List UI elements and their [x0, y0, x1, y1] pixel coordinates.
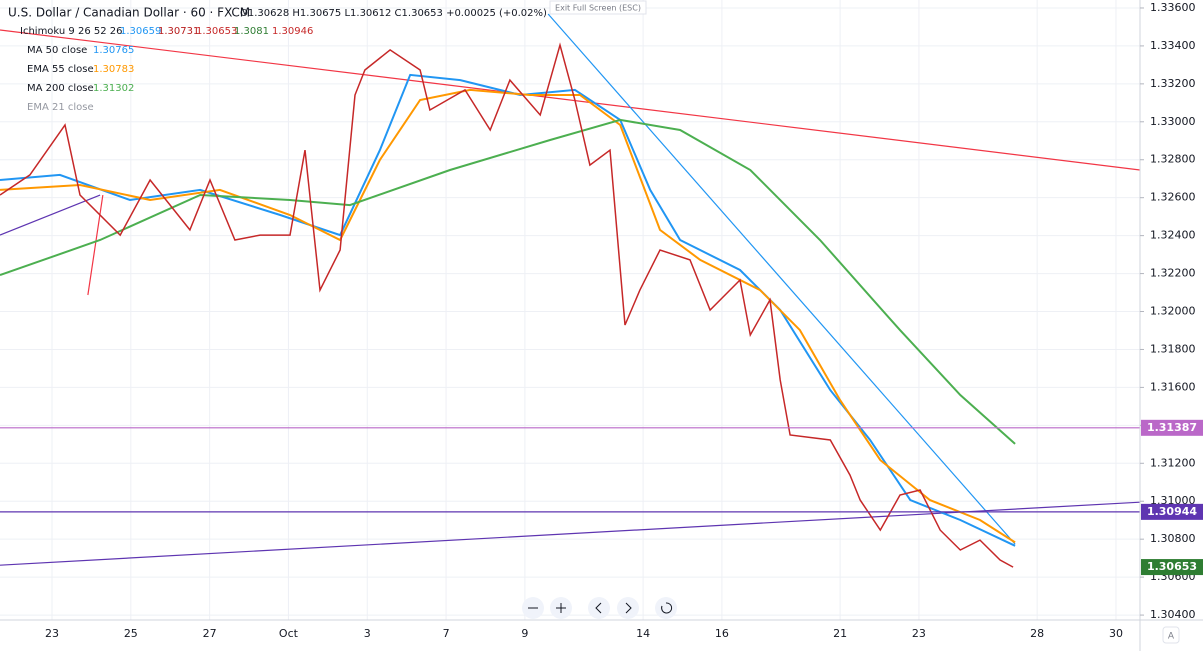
- legend-value: 1.30783: [93, 64, 134, 75]
- y-tick-label: 1.30800: [1150, 532, 1196, 545]
- nav-buttons: [522, 597, 677, 619]
- x-tick-label: 14: [636, 627, 650, 640]
- price-badge-label: 1.31387: [1147, 421, 1197, 434]
- y-tick-label: 1.33400: [1150, 39, 1196, 52]
- y-tick-label: 1.31200: [1150, 456, 1196, 469]
- legend-label: MA 200 close: [27, 83, 94, 94]
- x-tick-label: 30: [1109, 627, 1123, 640]
- x-tick-label: 7: [443, 627, 450, 640]
- drawing: [87, 194, 104, 296]
- x-tick-label: 9: [521, 627, 528, 640]
- x-tick-label: 25: [124, 627, 138, 640]
- icon: [556, 603, 566, 613]
- price-badge: [1141, 559, 1203, 576]
- y-tick-label: 1.33000: [1150, 115, 1196, 128]
- legend-value: 1.30659: [120, 26, 161, 37]
- x-tick-label: 3: [364, 627, 371, 640]
- price-badge-label: 1.30653: [1147, 560, 1197, 573]
- y-tick-label: 1.33200: [1150, 77, 1196, 90]
- x-tick-label: 23: [912, 627, 926, 640]
- ohlc: O1.30628 H1.30675 L1.30612 C1.30653 +0.0…: [240, 8, 547, 19]
- x-tick-label: 28: [1030, 627, 1044, 640]
- x-tick-label: 16: [715, 627, 729, 640]
- legend-label: MA 50 close: [27, 45, 87, 56]
- legend-value: 1.30946: [272, 26, 313, 37]
- legend-value: 1.30731: [158, 26, 199, 37]
- y-tick-label: 1.31600: [1150, 380, 1196, 393]
- drawing: [0, 29, 1141, 171]
- icon: [625, 602, 632, 614]
- price-badge: [1141, 419, 1203, 436]
- y-tick-label: 1.32400: [1150, 229, 1196, 242]
- y-tick-label: 1.33600: [1150, 1, 1196, 14]
- reset[interactable]: [655, 597, 677, 619]
- legend-value: 1.30653: [196, 26, 237, 37]
- price-badge: [1141, 503, 1203, 520]
- y-tick-label: 1.30400: [1150, 608, 1196, 621]
- drawing: [0, 194, 101, 236]
- y-tick-label: 1.31800: [1150, 342, 1196, 355]
- legend-value: 1.31302: [93, 83, 134, 94]
- legend-value: 1.30765: [93, 45, 134, 56]
- drawing: [547, 13, 1016, 545]
- icon: [661, 602, 673, 614]
- y-tick-label: 1.32600: [1150, 191, 1196, 204]
- scroll-right[interactable]: [617, 597, 639, 619]
- x-tick-label: 23: [45, 627, 59, 640]
- y-tick-label: 1.32800: [1150, 153, 1196, 166]
- auto-scale-label[interactable]: A: [1168, 632, 1175, 642]
- y-tick-label: 1.32200: [1150, 267, 1196, 280]
- legend-label: EMA 55 close: [27, 64, 94, 75]
- y-tick-label: 1.32000: [1150, 305, 1196, 318]
- legend-label: EMA 21 close: [27, 102, 94, 113]
- legend-value: 1.3081: [234, 26, 269, 37]
- legend-label: Ichimoku 9 26 52 26: [20, 26, 123, 37]
- line: [0, 118, 1016, 445]
- icon: [595, 602, 602, 614]
- exit-fullscreen-label[interactable]: Exit Full Screen (ESC): [555, 4, 641, 13]
- exit-fullscreen-button[interactable]: [549, 0, 647, 15]
- auto-scale-button[interactable]: [1162, 626, 1180, 644]
- price-badge-label: 1.30944: [1147, 505, 1197, 518]
- line: [0, 42, 1014, 568]
- drawing: [0, 501, 1141, 566]
- x-tick-label: 27: [203, 627, 217, 640]
- symbol-title: U.S. Dollar / Canadian Dollar · 60 · FXC…: [8, 6, 250, 20]
- scroll-left[interactable]: [588, 597, 610, 619]
- x-tick-label: 21: [833, 627, 847, 640]
- x-tick-label: Oct: [279, 627, 299, 640]
